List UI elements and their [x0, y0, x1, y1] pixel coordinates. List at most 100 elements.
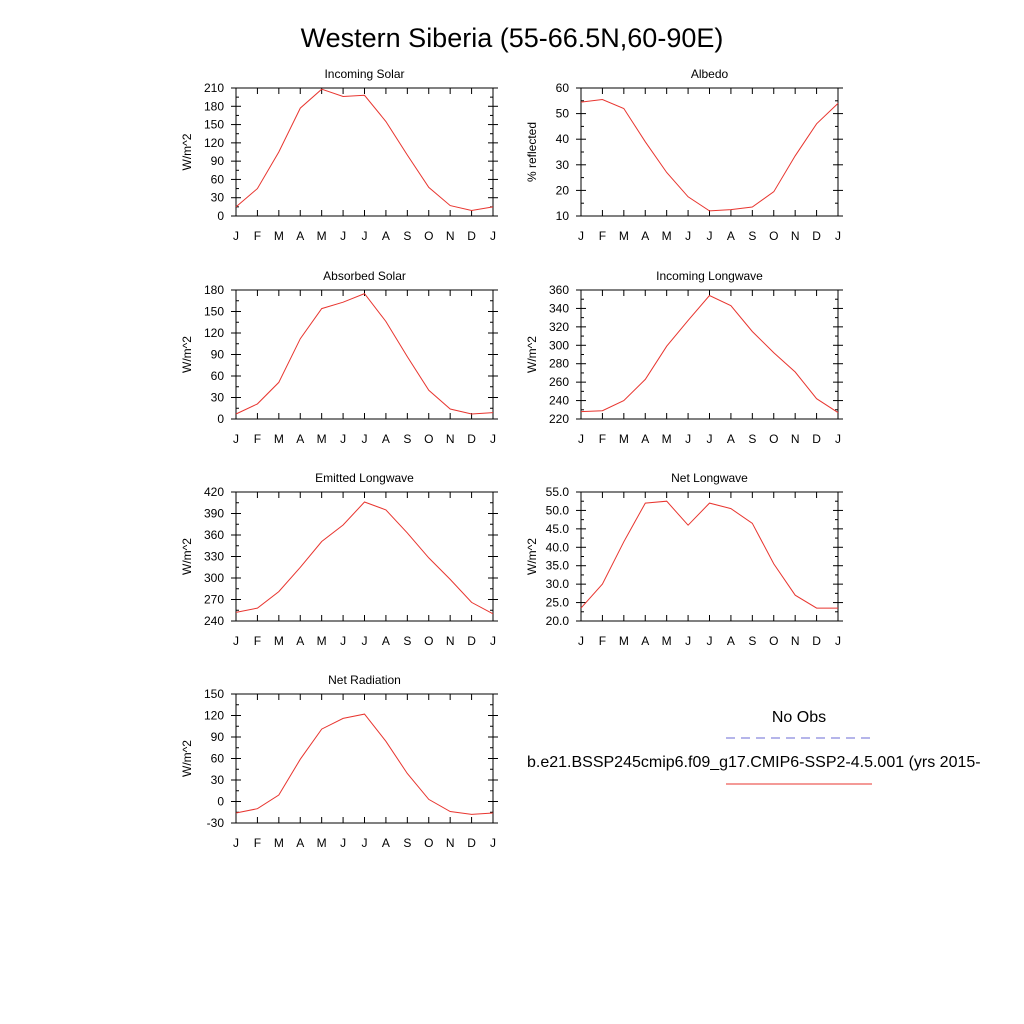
- x-tick-label: N: [446, 432, 455, 446]
- y-axis-label: W/m^2: [180, 740, 194, 777]
- x-tick-label: J: [707, 229, 713, 243]
- y-tick-label: 240: [549, 394, 569, 408]
- y-tick-label: 90: [211, 154, 225, 168]
- x-tick-label: S: [748, 432, 756, 446]
- figure-title: Western Siberia (55-66.5N,60-90E): [301, 23, 724, 53]
- y-tick-label: 320: [549, 320, 569, 334]
- x-tick-label: J: [362, 229, 368, 243]
- x-tick-label: M: [317, 229, 327, 243]
- x-tick-label: S: [403, 634, 411, 648]
- x-tick-label: J: [490, 432, 496, 446]
- x-tick-label: J: [685, 432, 691, 446]
- series-line-emitted-longwave: [235, 501, 494, 615]
- plot-frame: [235, 87, 494, 217]
- x-tick-label: J: [362, 836, 368, 850]
- y-tick-label: 120: [204, 326, 224, 340]
- y-tick-label: 360: [204, 528, 224, 542]
- x-tick-label: J: [362, 634, 368, 648]
- y-tick-label: 300: [549, 338, 569, 352]
- x-tick-label: A: [641, 229, 649, 243]
- plot-frame: [235, 491, 494, 622]
- x-tick-label: O: [424, 432, 433, 446]
- x-tick-label: J: [362, 432, 368, 446]
- x-tick-label: D: [812, 634, 821, 648]
- y-tick-label: 35.0: [546, 559, 570, 573]
- y-tick-label: 10: [556, 209, 570, 223]
- x-tick-label: D: [467, 229, 476, 243]
- y-axis-label: W/m^2: [180, 133, 194, 170]
- legend: No Obs b.e21.BSSP245cmip6.f09_g17.CMIP6-…: [527, 709, 981, 785]
- legend-obs-label: No Obs: [772, 709, 826, 726]
- y-tick-label: 340: [549, 301, 569, 315]
- y-tick-label: 270: [204, 593, 224, 607]
- panel-title: Incoming Solar: [324, 67, 404, 81]
- x-tick-label: J: [685, 229, 691, 243]
- series-line-albedo: [580, 98, 839, 212]
- y-tick-label: 180: [204, 283, 224, 297]
- y-axis-label: W/m^2: [180, 538, 194, 575]
- x-tick-label: A: [296, 634, 304, 648]
- x-tick-label: M: [619, 432, 629, 446]
- panel-title: Absorbed Solar: [323, 269, 406, 283]
- panel-title: Emitted Longwave: [315, 471, 414, 485]
- y-axis-label: W/m^2: [180, 336, 194, 373]
- x-tick-label: J: [340, 634, 346, 648]
- y-tick-label: 90: [211, 348, 225, 362]
- x-tick-label: A: [296, 432, 304, 446]
- x-tick-label: O: [424, 634, 433, 648]
- x-tick-label: M: [274, 229, 284, 243]
- series-line-net-longwave: [580, 500, 838, 609]
- y-tick-label: 150: [204, 118, 224, 132]
- y-tick-label: 420: [204, 485, 224, 499]
- y-tick-label: 150: [204, 305, 224, 319]
- y-tick-label: 30: [556, 158, 570, 172]
- y-tick-label: 25.0: [546, 596, 570, 610]
- x-tick-label: F: [599, 634, 606, 648]
- x-tick-label: J: [835, 634, 841, 648]
- y-tick-label: 45.0: [546, 522, 570, 536]
- y-tick-label: 220: [549, 412, 569, 426]
- x-tick-label: J: [233, 634, 239, 648]
- y-tick-label: 240: [204, 614, 224, 628]
- x-tick-label: F: [254, 836, 261, 850]
- x-tick-label: N: [791, 634, 800, 648]
- series-line-incoming-solar: [235, 88, 494, 212]
- x-tick-label: J: [233, 229, 239, 243]
- x-tick-label: D: [467, 836, 476, 850]
- y-tick-label: 300: [204, 571, 224, 585]
- x-tick-label: N: [446, 634, 455, 648]
- x-tick-label: D: [812, 432, 821, 446]
- x-tick-label: M: [317, 836, 327, 850]
- x-tick-label: J: [490, 634, 496, 648]
- y-tick-label: 120: [204, 136, 224, 150]
- y-tick-label: 210: [204, 81, 224, 95]
- x-tick-label: F: [599, 229, 606, 243]
- y-tick-label: 55.0: [546, 485, 570, 499]
- y-tick-label: 90: [211, 730, 225, 744]
- y-axis-label: W/m^2: [525, 538, 539, 575]
- plot-frame: [235, 693, 494, 824]
- x-tick-label: N: [791, 229, 800, 243]
- x-tick-label: F: [599, 432, 606, 446]
- panel-title: Albedo: [691, 67, 729, 81]
- x-tick-label: M: [274, 836, 284, 850]
- x-tick-label: M: [662, 634, 672, 648]
- y-tick-label: 0: [217, 209, 224, 223]
- plot-frame: [580, 289, 839, 420]
- x-tick-label: A: [641, 432, 649, 446]
- x-tick-label: D: [467, 432, 476, 446]
- x-tick-label: M: [274, 634, 284, 648]
- x-tick-label: A: [382, 229, 390, 243]
- x-tick-label: J: [685, 634, 691, 648]
- y-tick-label: 50.0: [546, 503, 570, 517]
- y-tick-label: 360: [549, 283, 569, 297]
- x-tick-label: J: [707, 432, 713, 446]
- x-tick-label: N: [446, 836, 455, 850]
- y-tick-label: 30: [211, 191, 225, 205]
